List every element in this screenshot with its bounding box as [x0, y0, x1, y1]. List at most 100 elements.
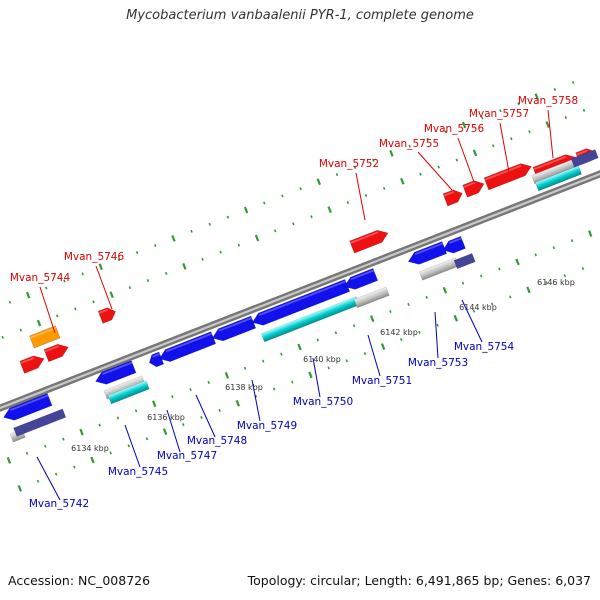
gene-label-forward: Mvan_5752 — [319, 158, 379, 170]
guide-tick — [109, 451, 112, 455]
cds-bar — [107, 380, 150, 405]
accession-label: Accession: NC_008726 — [8, 573, 151, 588]
label-leader-line — [39, 286, 56, 334]
gene-label-forward: Mvan_5755 — [379, 138, 439, 150]
guide-tick — [571, 80, 575, 84]
guide-tick — [479, 274, 483, 278]
guide-tick — [90, 456, 95, 464]
cds-bar — [13, 408, 67, 437]
guide-tick — [135, 251, 139, 255]
gene-arrow — [29, 325, 61, 349]
gene-label-reverse: Mvan_5749 — [237, 420, 297, 432]
guide-tick — [382, 186, 386, 190]
gene-feature — [107, 380, 150, 405]
gene-highlight — [44, 345, 59, 353]
label-leader-line — [547, 109, 554, 159]
gene-highlight — [98, 308, 109, 315]
guide-tick — [281, 194, 284, 198]
guide-tick — [73, 465, 76, 469]
guide-tick — [243, 206, 249, 214]
guide-tick — [116, 416, 120, 420]
guide-tick — [353, 166, 357, 170]
guide-tick — [310, 215, 313, 219]
guide-tick — [407, 302, 410, 306]
gene-highlight — [165, 332, 213, 353]
cds-bar — [535, 165, 582, 192]
guide-tick — [63, 279, 66, 283]
gene-label-forward: Mvan_5744 — [10, 272, 71, 284]
gene-highlight — [533, 155, 567, 171]
guide-tick — [389, 149, 394, 157]
guide-tick — [481, 116, 484, 120]
gene-arrow — [442, 189, 463, 207]
gene-label-reverse: Mvan_5751 — [352, 375, 412, 387]
gene-feature — [43, 343, 69, 363]
guide-tick — [308, 371, 313, 379]
guide-tick — [164, 271, 168, 275]
gene-label-forward: Mvan_5757 — [469, 108, 529, 120]
guide-tick — [491, 144, 495, 148]
guide-tick — [442, 286, 448, 294]
guide-tick — [162, 428, 168, 436]
guide-tick — [54, 472, 58, 476]
gene-feature — [19, 355, 45, 374]
scale-tick-label: 6142 kbp — [380, 328, 418, 337]
gene-arrow — [97, 307, 116, 324]
gene-highlight — [218, 317, 253, 332]
guide-tick — [419, 172, 422, 176]
gene-feature — [453, 253, 476, 270]
guide-tick — [346, 201, 350, 205]
guide-tick — [201, 257, 204, 261]
guide-tick — [453, 314, 458, 322]
scale-tick-label: 6136 kbp — [147, 413, 185, 422]
guide-tick — [455, 158, 459, 162]
label-leader-line — [434, 311, 439, 359]
scale-tick-labels: 6134 kbp 6136 kbp 6138 kbp 6140 kbp 6142 kbp… — [71, 278, 575, 453]
gene-arrow — [251, 278, 351, 326]
guide-tick — [127, 444, 131, 448]
gene-highlight — [152, 353, 161, 358]
guide-tick — [517, 102, 520, 106]
guide-tick — [327, 206, 332, 214]
scale-tick-label: 6140 kbp — [303, 355, 341, 364]
gene-arrow — [95, 360, 137, 385]
genome-backbone — [0, 170, 600, 412]
guide-tick — [1, 335, 4, 339]
guide-tick — [117, 258, 121, 262]
gene-label-reverse: Mvan_5748 — [187, 435, 247, 447]
guide-tick — [243, 366, 247, 370]
guide-tick — [564, 115, 568, 119]
guide-tick — [200, 415, 203, 419]
guide-tick — [55, 314, 59, 318]
guide-tick — [182, 262, 187, 270]
guide-tick — [515, 258, 520, 266]
guide-tick — [461, 281, 465, 285]
label-leader-line — [367, 334, 381, 377]
guide-tick — [426, 137, 429, 141]
label-leader-line — [124, 424, 141, 468]
guide-tick — [109, 291, 114, 299]
gene-feature — [97, 307, 116, 324]
guide-tick — [552, 246, 556, 250]
guide-tick — [254, 394, 258, 398]
guide-tick — [145, 437, 149, 441]
guide-tick — [6, 457, 12, 464]
guide-tick — [499, 109, 502, 113]
gene-highlight — [449, 237, 462, 244]
guide-tick — [207, 380, 210, 384]
guide-tick — [98, 263, 103, 271]
genome-stats: Topology: circular; Length: 6,491,865 bp… — [247, 573, 591, 588]
gene-feature — [442, 189, 463, 207]
label-leader-line — [499, 122, 510, 173]
gene-feature — [349, 229, 389, 254]
guide-tick — [190, 229, 193, 233]
gene-highlight — [443, 190, 455, 197]
guide-tick — [224, 371, 230, 379]
gene-highlight — [484, 164, 522, 181]
guide-tick — [25, 451, 29, 455]
gene-highlight — [20, 357, 35, 365]
gene-feature — [158, 331, 217, 362]
guide-tick — [316, 338, 319, 342]
guide-tick — [389, 310, 392, 314]
guide-tick — [8, 300, 12, 304]
